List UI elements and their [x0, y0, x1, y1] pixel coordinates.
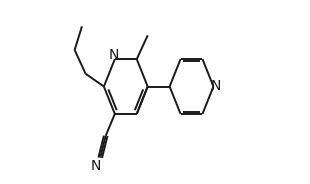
Text: N: N: [211, 79, 221, 93]
Text: N: N: [109, 48, 119, 62]
Text: N: N: [91, 159, 101, 173]
